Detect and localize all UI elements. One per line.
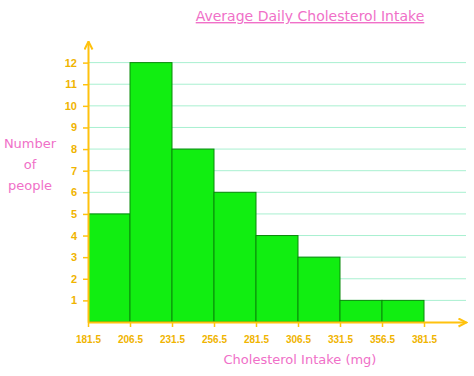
y-axis-label: Numberofpeople [4, 136, 57, 193]
x-tick: 281.5 [244, 322, 269, 345]
bar [256, 236, 298, 322]
bars [88, 63, 424, 322]
x-tick-label: 381.5 [412, 334, 437, 345]
x-tick-label: 281.5 [244, 334, 269, 345]
x-tick-label: 356.5 [370, 334, 395, 345]
x-tick: 181.5 [76, 322, 101, 345]
x-axis: 181.5 206.5 231.5 256.5 281.5 306.5 331.5 356.5… [76, 322, 467, 345]
y-tick-label: 8 [71, 143, 77, 155]
y-tick-mark [83, 170, 88, 172]
bar [382, 300, 424, 322]
bar [172, 149, 214, 322]
bar [88, 214, 130, 322]
y-tick: 11 [65, 78, 88, 90]
y-tick: 12 [65, 57, 88, 69]
bar [340, 300, 382, 322]
x-axis-label: Cholesterol Intake (mg) [224, 352, 377, 367]
x-tick-mark [130, 322, 132, 327]
y-tick-label: 10 [65, 100, 77, 112]
y-axis-line [88, 42, 90, 323]
x-tick-mark [340, 322, 342, 327]
y-tick-mark [83, 214, 88, 216]
x-tick-mark [382, 322, 384, 327]
x-tick-mark [424, 322, 426, 327]
y-tick: 7 [71, 165, 88, 177]
y-tick: 3 [71, 251, 88, 263]
x-tick-mark [88, 322, 90, 327]
y-tick-label: 6 [71, 186, 77, 198]
y-tick: 5 [71, 208, 88, 220]
chart: 181.5 206.5 231.5 256.5 281.5 306.5 331.5 356.5… [0, 0, 474, 376]
y-tick-label: 5 [71, 208, 77, 220]
y-tick-mark [83, 279, 88, 281]
y-tick: 6 [71, 186, 88, 198]
x-tick: 231.5 [160, 322, 185, 345]
x-tick-mark [172, 322, 174, 327]
y-tick: 4 [71, 230, 88, 242]
y-tick-label: 2 [71, 273, 77, 285]
x-tick-label: 306.5 [286, 334, 311, 345]
bar [298, 257, 340, 322]
x-tick: 356.5 [370, 322, 395, 345]
x-tick-label: 231.5 [160, 334, 185, 345]
bar [214, 192, 256, 322]
x-tick-label: 256.5 [202, 334, 227, 345]
y-tick-mark [83, 300, 88, 302]
y-tick-mark [83, 106, 88, 108]
y-tick-label: 7 [71, 165, 77, 177]
y-tick: 9 [71, 121, 88, 133]
x-tick-mark [214, 322, 216, 327]
y-tick: 1 [71, 294, 88, 306]
y-tick-mark [83, 127, 88, 129]
y-tick-label: 1 [71, 294, 77, 306]
x-tick: 381.5 [412, 322, 437, 345]
y-tick-label: 9 [71, 121, 77, 133]
bar [130, 63, 172, 322]
y-tick: 10 [65, 100, 88, 112]
y-tick-label: 3 [71, 251, 77, 263]
x-tick-label: 206.5 [118, 334, 143, 345]
x-tick: 331.5 [328, 322, 353, 345]
x-tick-mark [256, 322, 258, 327]
x-tick: 206.5 [118, 322, 143, 345]
y-tick-mark [83, 257, 88, 259]
y-tick-mark [83, 62, 88, 64]
y-tick: 2 [71, 273, 88, 285]
y-tick-mark [83, 192, 88, 194]
x-tick: 256.5 [202, 322, 227, 345]
y-tick-label: 12 [65, 57, 77, 69]
x-tick-label: 331.5 [328, 334, 353, 345]
y-tick-mark [83, 84, 88, 86]
y-tick-mark [83, 235, 88, 237]
x-tick: 306.5 [286, 322, 311, 345]
x-tick-mark [298, 322, 300, 327]
y-axis: 123456789101112 [65, 42, 89, 323]
x-axis-line [89, 322, 467, 324]
y-tick: 8 [71, 143, 88, 155]
y-tick-label: 11 [65, 78, 77, 90]
y-tick-label: 4 [71, 230, 78, 242]
title: Average Daily Cholesterol Intake [196, 8, 425, 24]
y-tick-mark [83, 149, 88, 151]
x-tick-label: 181.5 [76, 334, 101, 345]
